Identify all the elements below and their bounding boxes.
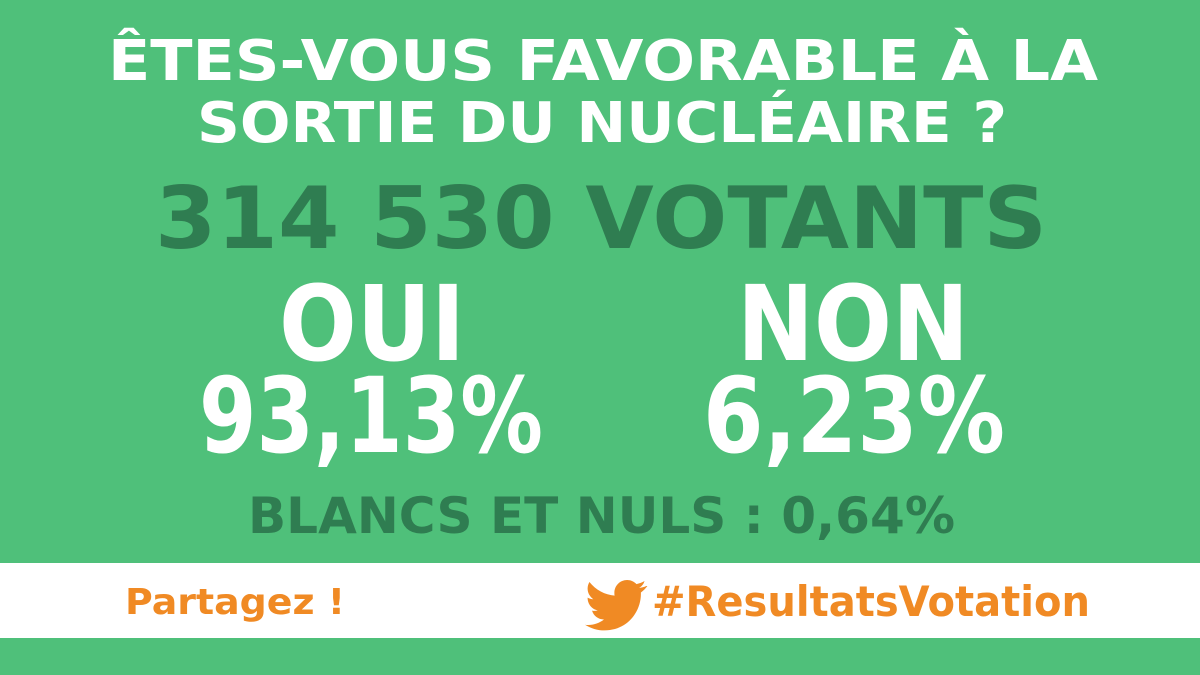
result-label: OUI (279, 263, 465, 385)
result-value: 93,13% (199, 355, 543, 477)
twitter-icon (585, 579, 648, 631)
blank-votes: BLANCS ET NULS : 0,64% (248, 487, 955, 545)
result-label: NON (737, 263, 969, 385)
title-line: ÊTES-VOUS FAVORABLE À LA (108, 28, 1099, 94)
result-value: 6,23% (703, 355, 1005, 477)
share-text[interactable]: Partagez ! (125, 582, 345, 623)
voters: 314 530 VOTANTS (155, 169, 1047, 269)
title-line: SORTIE DU NUCLÉAIRE ? (197, 90, 1007, 156)
hashtag[interactable]: #ResultatsVotation (652, 577, 1090, 626)
